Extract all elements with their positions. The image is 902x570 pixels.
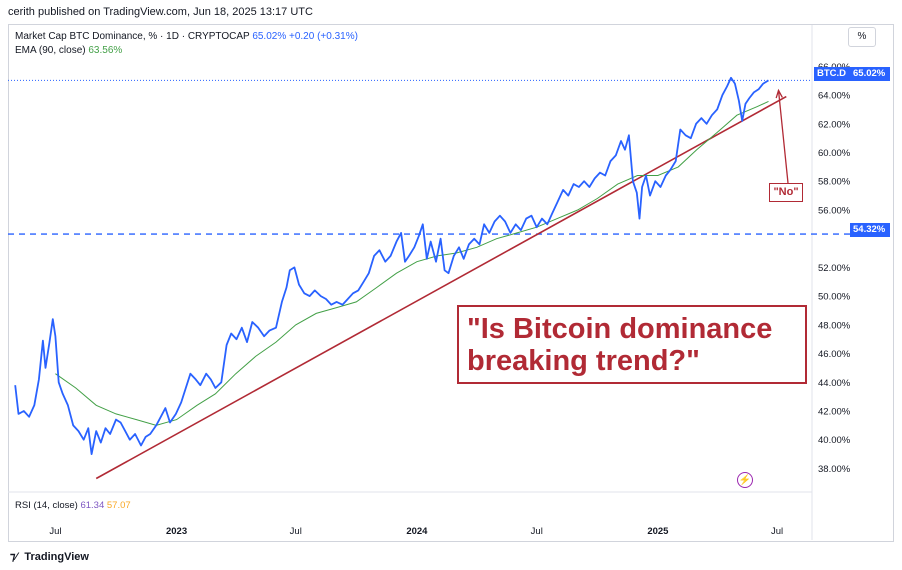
x-tick-label: Jul (771, 526, 783, 537)
symbol-price-tag: BTC.D (814, 67, 850, 81)
y-tick-label: 38.00% (818, 464, 851, 475)
rsi-label: RSI (14, close) (15, 500, 78, 511)
legend-ema-label: EMA (90, close) (15, 45, 86, 56)
legend-ema-row[interactable]: EMA (90, close) 63.56% (15, 44, 358, 58)
rsi-value: 61.34 (80, 500, 105, 511)
tradingview-brand[interactable]: ⁊⁄ TradingView (10, 550, 89, 563)
y-tick-label: 44.00% (818, 378, 851, 389)
x-tick-label: 2023 (166, 526, 187, 537)
y-tick-label: 42.00% (818, 407, 851, 418)
y-tick-label: 46.00% (818, 349, 851, 360)
chart-frame (8, 24, 894, 542)
x-tick-label: Jul (290, 526, 302, 537)
flash-icon[interactable]: ⚡ (737, 472, 753, 488)
x-tick-label: Jul (531, 526, 543, 537)
horizontal-line-price-tag: 54.32% (850, 223, 890, 237)
y-tick-label: 64.00% (818, 91, 851, 102)
legend-ema-value: 63.56% (88, 45, 123, 56)
brand-label: TradingView (24, 551, 89, 563)
percent-scale-button[interactable]: % (848, 27, 876, 47)
rsi-ma-value: 57.07 (106, 500, 131, 511)
legend-symbol-values: 65.02% +0.20 (+0.31%) (252, 31, 358, 42)
no-arrow-line (777, 90, 789, 184)
publisher-credit: cerith published on TradingView.com, Jun… (8, 6, 313, 18)
rising-trendline (95, 95, 787, 480)
y-tick-label: 60.00% (818, 148, 851, 159)
no-arrow-head (775, 88, 783, 99)
y-tick-label: 58.00% (818, 177, 851, 188)
no-annotation-box[interactable]: "No" (769, 183, 803, 202)
ema-series-line (55, 100, 769, 426)
y-tick-label: 40.00% (818, 435, 851, 446)
tradingview-logo-icon: ⁊⁄ (10, 551, 18, 563)
x-tick-label: Jul (49, 526, 61, 537)
legend-symbol: Market Cap BTC Dominance, % · 1D · CRYPT… (15, 31, 250, 42)
x-tick-label: 2024 (406, 526, 428, 537)
callout-text-box[interactable]: "Is Bitcoin dominance breaking trend?" (457, 305, 807, 384)
y-tick-label: 56.00% (818, 205, 851, 216)
chart-legend: Market Cap BTC Dominance, % · 1D · CRYPT… (15, 30, 358, 58)
rsi-legend: RSI (14, close) 61.34 57.07 (15, 500, 131, 511)
btc-dominance-series-line (14, 76, 769, 456)
last-price-tag: 65.02% (850, 67, 890, 81)
legend-symbol-row[interactable]: Market Cap BTC Dominance, % · 1D · CRYPT… (15, 30, 358, 44)
y-tick-label: 62.00% (818, 119, 851, 130)
y-tick-label: 48.00% (818, 320, 851, 331)
y-tick-label: 52.00% (818, 263, 851, 274)
x-tick-label: 2025 (647, 526, 669, 537)
y-tick-label: 50.00% (818, 292, 851, 303)
